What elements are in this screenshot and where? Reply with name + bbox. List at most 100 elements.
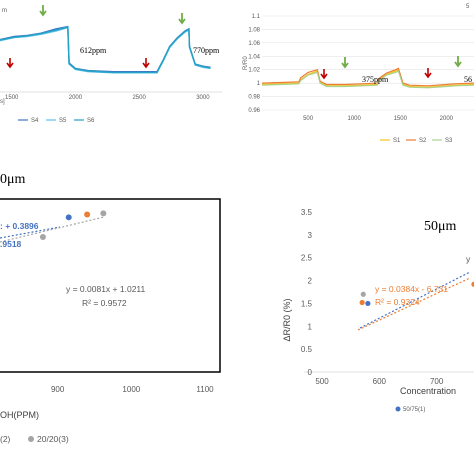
bl-plot-area: [39, 210, 107, 240]
br-ytick-label: 3.5: [301, 208, 313, 217]
top-left-chart: m 1500 2000 2500 3000 s] 612ppm 770ppm S4 S…: [0, 5, 222, 124]
br-ytick-label: 1: [308, 322, 313, 331]
tl-xtick-label: 3000: [196, 95, 210, 101]
br-ytick-label: 1.5: [301, 299, 313, 308]
tr-ytick-label: 1: [257, 81, 261, 87]
bl-trend-label-2: .9518: [0, 239, 22, 249]
br-ylabel: ΔR/R0 (%): [282, 298, 292, 341]
bl-trend-label-4: R² = 0.9572: [82, 298, 127, 308]
tr-ytick-label: 1.08: [248, 27, 260, 33]
legend-s5-label: S5: [59, 118, 67, 124]
br-point-blue: [365, 300, 371, 307]
bl-xtick-label: 1100: [196, 385, 214, 394]
legend-s3-label: S3: [445, 138, 453, 144]
tr-legend: S1 S2 S3: [380, 138, 453, 144]
tl-fragment: m: [2, 8, 7, 14]
bl-xtick-label: 900: [51, 385, 65, 394]
tl-unit-fragment: s]: [0, 99, 5, 105]
tr-ytick-label: 0.98: [248, 95, 260, 101]
bl-legend-label-1: (2): [0, 434, 11, 444]
br-axis-ticks: 0 0.5 1 1.5 2 2.5 3 3.5 500 600 700: [301, 208, 474, 386]
tl-arrow-red-2: [142, 58, 150, 69]
tl-annotation-612: 612ppm: [80, 46, 107, 55]
bl-legend-marker-gray: [28, 436, 34, 442]
tr-plot-area: [261, 67, 474, 89]
tr-ytick-label: 1.1: [252, 14, 261, 20]
tr-fragment: 5: [466, 4, 470, 10]
tl-annotation-770: 770ppm: [193, 46, 220, 55]
tl-arrow-green-2: [178, 13, 186, 25]
br-title: 50μm: [424, 219, 457, 234]
br-ytick-label: 2.5: [301, 254, 313, 263]
br-ytick-label: 3: [308, 231, 313, 240]
br-ytick-label: 0: [308, 368, 313, 377]
tl-plot-area: [0, 25, 211, 74]
tr-xtick-label: 1000: [347, 116, 361, 122]
br-plot-area: [359, 281, 474, 307]
bottom-right-chart: 50μm ΔR/R0 (%) 0 0.5 1 1.5 2 2.5 3 3.5 500 600 700…: [282, 208, 474, 413]
tl-xtick-label: 2000: [69, 95, 83, 101]
tl-xtick-label: 2500: [132, 95, 146, 101]
legend-s4-label: S4: [31, 118, 39, 124]
bl-xtick-label: 1000: [122, 385, 140, 394]
br-legend: 50/75(1): [395, 406, 425, 413]
bl-title: 0μm: [0, 172, 26, 187]
tr-series-S3: [261, 70, 474, 89]
bottom-left-chart: 0μm 900 1000 1100 : + 0.3896 .9518 y = 0.0…: [0, 172, 221, 444]
bl-point-gray: [39, 234, 46, 240]
tr-xtick-label: 1500: [394, 116, 408, 122]
br-trend-blue: [359, 271, 471, 329]
tr-ytick-label: 1.02: [248, 68, 260, 74]
br-point-orange: [359, 299, 365, 306]
tr-ytick-label: 0.96: [248, 108, 260, 114]
bl-trend-label-1: : + 0.3896: [0, 221, 39, 231]
br-ytick-label: 0.5: [301, 345, 313, 354]
top-right-chart: 5 R/R0 0.96 0.98 1 1.02 1.04 1.06 1.08 1.1 500 10…: [243, 4, 474, 144]
bl-legend-label-2: 20/20(3): [37, 434, 69, 444]
tr-xtick-label: 500: [303, 116, 314, 122]
tr-arrow-green-1: [341, 57, 349, 69]
bl-point-blue: [65, 214, 72, 221]
bl-legend: (2) 20/20(3): [0, 434, 69, 444]
tr-ytick-label: 1.04: [248, 54, 260, 60]
br-xtick-label: 600: [373, 377, 387, 386]
tr-series-S2: [261, 67, 474, 87]
br-xlabel: Concentration: [400, 386, 456, 396]
bl-xticks: 900 1000 1100: [51, 385, 214, 394]
bl-plot-frame: [0, 198, 221, 373]
br-xtick-label: 500: [315, 377, 329, 386]
bl-point-gray: [100, 210, 107, 217]
tr-annotation-375: 375ppm: [362, 75, 389, 84]
tl-arrow-red-1: [6, 58, 14, 69]
br-legend-marker-blue: [395, 406, 401, 412]
tr-annotation-56: 56: [464, 75, 472, 84]
tr-xtick-label: 2000: [440, 116, 454, 122]
tr-arrow-red-1: [320, 69, 328, 80]
br-point-orange: [471, 281, 474, 287]
tr-ylabel: R/R0: [243, 56, 249, 70]
br-trend-label-3: y: [466, 254, 471, 264]
bl-point-orange: [84, 211, 91, 218]
bl-xlabel: OH(PPM): [0, 410, 39, 420]
br-ytick-label: 2: [308, 277, 313, 286]
tr-ytick-label: 1.06: [248, 41, 260, 47]
tl-xticks: 1500 2000 2500 3000: [5, 95, 210, 101]
tl-series-S6: [0, 26, 211, 74]
tr-arrow-red-2: [424, 68, 432, 79]
bl-trend-label-3: y = 0.0081x + 1.0211: [66, 284, 146, 294]
tl-xtick-label: 1500: [5, 95, 19, 101]
br-trend-label-2: R² = 0.9324: [375, 297, 420, 307]
tl-arrow-green-1: [39, 5, 47, 17]
tr-arrow-green-2: [454, 56, 462, 68]
tr-gridlines: 0.96 0.98 1 1.02 1.04 1.06 1.08 1.1 500 1000 1500 2…: [248, 14, 474, 122]
legend-s1-label: S1: [393, 138, 401, 144]
br-legend-label-1: 50/75(1): [403, 407, 425, 413]
br-trend-label-1: y = 0.0384x - 6.731: [375, 284, 448, 294]
tl-legend: S4 S5 S6: [18, 118, 95, 124]
br-xtick-label: 700: [430, 377, 444, 386]
bl-trend-gray: [0, 216, 105, 243]
br-trend-orange: [357, 277, 471, 331]
legend-s6-label: S6: [87, 118, 95, 124]
br-point-gray: [360, 291, 366, 297]
